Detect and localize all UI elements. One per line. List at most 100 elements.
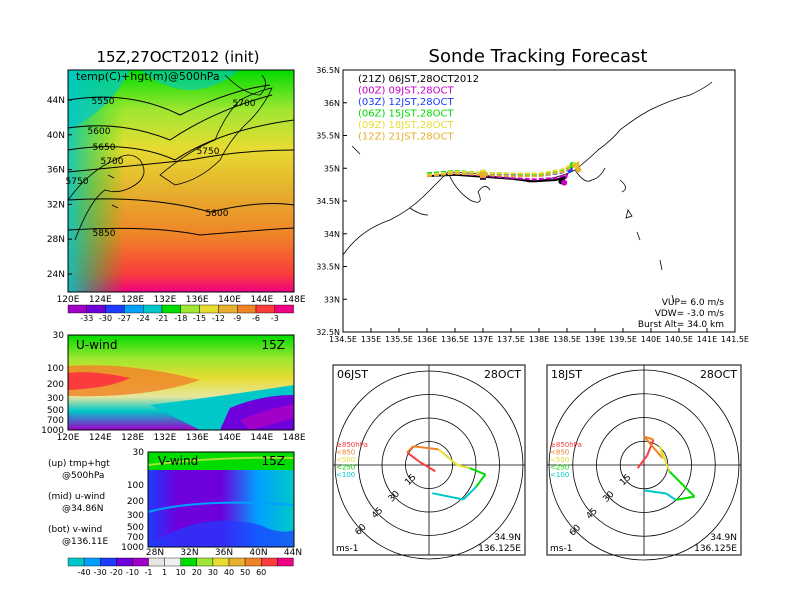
- pressure-tick-label: 700: [127, 533, 144, 543]
- track-legend-entry: (00Z) 09JST,28OCT: [358, 86, 454, 97]
- contour-label: 5750: [197, 147, 220, 157]
- lon-tick-label: 124E: [89, 295, 112, 305]
- hodograph-segment: [675, 495, 695, 501]
- colorbar-swatch: [180, 557, 197, 567]
- lon-tick-label: 134.5E: [329, 335, 357, 344]
- pressure-tick-label: 300: [47, 394, 64, 404]
- hodograph-unit: ms-1: [550, 544, 572, 554]
- hodograph-legend-entry: <850: [336, 449, 355, 457]
- contour-label: 5850: [93, 229, 116, 239]
- contour-label: 5550: [92, 97, 115, 107]
- lon-tick-label: 128E: [121, 433, 144, 443]
- left-legend-line: @500hPa: [62, 471, 104, 481]
- hodograph-legend-entry: <500: [550, 456, 569, 464]
- lat-tick-label: 36.5N: [316, 66, 340, 75]
- lon-tick-label: 137E: [473, 335, 493, 344]
- colorbar-label: -12: [212, 314, 225, 323]
- pressure-tick-label: 300: [127, 511, 144, 521]
- hodograph-segment: [437, 448, 458, 466]
- left-top-frame: [67, 69, 295, 293]
- hodograph-segment: [475, 473, 487, 488]
- hodograph-segment: [643, 489, 667, 495]
- contour-label: 5700: [101, 157, 124, 167]
- colorbar-swatch: [116, 557, 133, 567]
- left-legend-line: (up) tmp+hgt: [48, 459, 110, 469]
- colorbar-label: -20: [110, 568, 123, 577]
- left-top-lat-ticks: 44N 40N 36N 32N 28N 24N: [47, 96, 72, 280]
- left-legend-line: (bot) v-wind: [48, 525, 102, 535]
- lat-tick-label: 36N: [215, 548, 233, 558]
- colorbar-swatch: [161, 304, 181, 314]
- track-legend-entry: (09Z) 18JST,28OCT: [358, 120, 454, 131]
- lon-tick-label: 135.5E: [385, 335, 413, 344]
- left-legend-line: @34.86N: [62, 504, 104, 514]
- colorbar-label: -24: [137, 314, 150, 323]
- contour-label: 5800: [206, 209, 229, 219]
- lat-tick-label: 32.5N: [316, 328, 340, 337]
- colorbar-label: -6: [252, 314, 260, 323]
- track-line: [426, 173, 568, 183]
- hodograph-segment: [456, 464, 470, 470]
- track-endpoint: [561, 179, 568, 186]
- lon-tick-label: 144E: [250, 433, 273, 443]
- hodograph-segment: [646, 439, 655, 456]
- lat-tick-label: 32N: [180, 548, 198, 558]
- colorbar-swatch: [67, 304, 87, 314]
- v-wind-label: V-wind: [158, 454, 198, 468]
- burst-text: Burst Alt= 34.0 km: [638, 320, 724, 330]
- colorbar-swatch: [99, 557, 117, 567]
- lat-tick-label: 33N: [324, 295, 340, 304]
- colorbar-label: -15: [193, 314, 206, 323]
- lon-tick-label: 137.5E: [497, 335, 525, 344]
- pressure-tick-label: 1000: [121, 543, 144, 553]
- colorbar-swatch: [67, 557, 85, 567]
- hodograph-legend-entry: <850: [550, 449, 569, 457]
- contour-label: 5650: [93, 143, 116, 153]
- main-lat-ticks: 36.5N 36N 35.5N 35N 34.5N 34N 33.5N 33N 32.5N: [316, 66, 347, 337]
- lon-tick-label: 140E: [218, 433, 241, 443]
- colorbar-swatch: [236, 304, 257, 314]
- pressure-tick-label: 500: [47, 406, 64, 416]
- lat-tick-label: 34N: [324, 230, 340, 239]
- v-wind-lat-ticks: 28N 32N 36N 40N 44N: [146, 548, 302, 558]
- colorbar-label: -30: [94, 568, 107, 577]
- contour-label: 5750: [66, 177, 89, 187]
- vup-text: VUP= 6.0 m/s: [662, 298, 725, 308]
- colorbar-label: -33: [80, 314, 93, 323]
- track-legend-entry: (21Z) 06JST,28OCT2012: [358, 74, 479, 85]
- lat-tick-label: 32N: [47, 200, 65, 210]
- colorbar-label: 20: [192, 568, 202, 577]
- hodograph-legend-entry: <500: [336, 456, 355, 464]
- hodograph-legend-entry: ≥850hPa: [336, 441, 368, 449]
- lat-tick-label: 35N: [324, 164, 340, 173]
- lon-tick-label: 138.5E: [553, 335, 581, 344]
- lat-tick-label: 36N: [47, 166, 65, 176]
- track-endpoint: [575, 166, 582, 173]
- colorbar-swatch: [228, 557, 246, 567]
- colorbar-swatch: [218, 304, 238, 314]
- hodograph-segment: [406, 451, 421, 463]
- colorbar-swatch: [212, 557, 230, 567]
- lon-tick-label: 148E: [283, 295, 306, 305]
- hodograph-segment: [636, 454, 648, 469]
- lon-tick-label: 120E: [57, 433, 80, 443]
- lat-tick-label: 24N: [47, 270, 65, 280]
- track-legend-entry: (06Z) 15JST,28OCT: [358, 109, 454, 120]
- colorbar-swatch: [83, 557, 101, 567]
- colorbar-label: -3: [271, 314, 279, 323]
- hodograph-segment: [419, 461, 436, 473]
- track-legend-entry: (03Z) 12JST,28OCT: [358, 97, 454, 108]
- lon-tick-label: 132E: [153, 295, 176, 305]
- left-legend-line: (mid) u-wind: [48, 492, 105, 502]
- lon-tick-label: 139.5E: [609, 335, 637, 344]
- colorbar-label: -30: [99, 314, 112, 323]
- lat-tick-label: 33.5N: [316, 263, 340, 272]
- colorbar-swatch: [86, 304, 106, 314]
- lon-tick-label: 148E: [283, 433, 306, 443]
- colorbar-swatch: [261, 557, 278, 567]
- lon-tick-label: 136.5E: [441, 335, 469, 344]
- lon-tick-label: 141E: [697, 335, 717, 344]
- contour-label: 5700: [233, 99, 256, 109]
- u-wind-frame: [67, 334, 295, 431]
- hodograph-unit: ms-1: [336, 544, 358, 554]
